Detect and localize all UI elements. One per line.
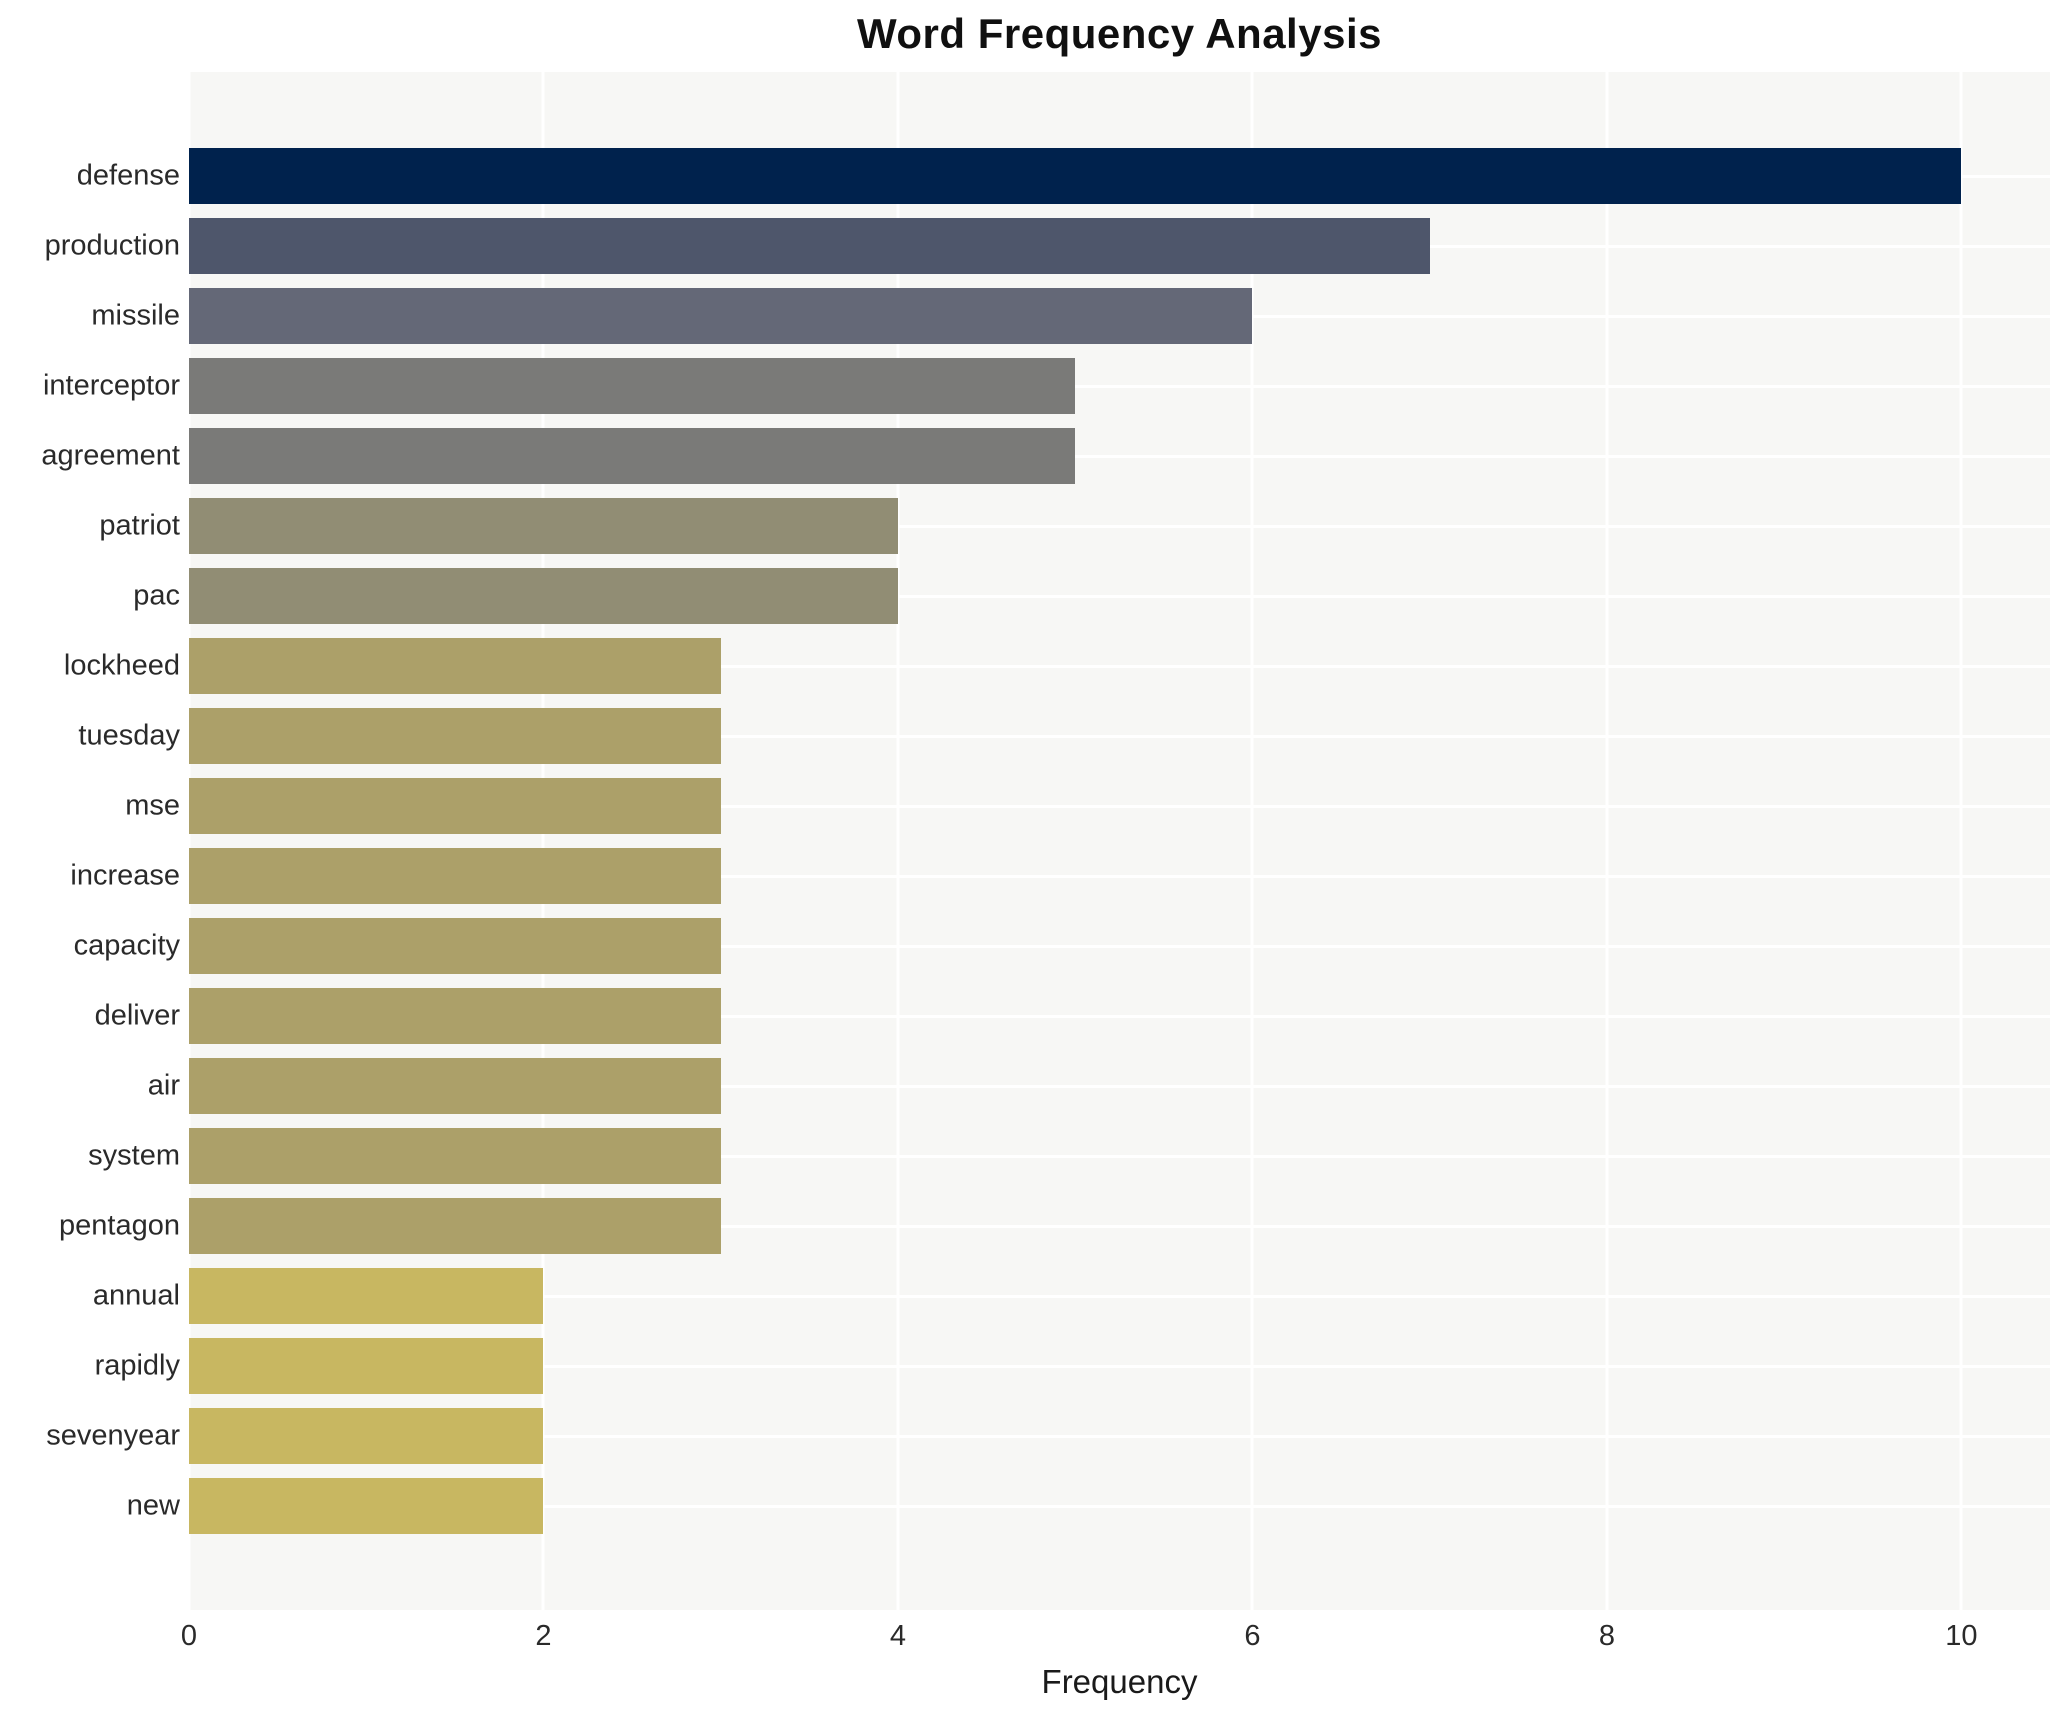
bar xyxy=(189,1058,721,1114)
x-tick-label: 0 xyxy=(180,1620,198,1652)
bar xyxy=(189,638,721,694)
plot-area: defense production missile interceptor agree… xyxy=(41,72,2050,1610)
bar xyxy=(189,1268,544,1324)
y-tick-label: agreement xyxy=(41,439,180,472)
bar-row: missile xyxy=(91,281,2050,351)
bar-row: new xyxy=(127,1471,2050,1541)
bar xyxy=(189,358,1076,414)
bar-row: deliver xyxy=(95,981,2050,1051)
bar-row: sevenyear xyxy=(46,1401,2050,1471)
bar-row: pac xyxy=(133,561,2050,631)
bar-row: interceptor xyxy=(43,351,2050,421)
y-tick-label: production xyxy=(44,229,180,262)
y-tick-label: air xyxy=(147,1069,180,1102)
y-tick-label: mse xyxy=(125,789,180,822)
x-tick-label: 2 xyxy=(535,1620,552,1652)
y-tick-label: capacity xyxy=(73,929,180,962)
bar xyxy=(189,918,721,974)
x-tick-label: 10 xyxy=(1945,1620,1978,1652)
bar xyxy=(189,708,721,764)
bar xyxy=(189,218,1430,274)
bar xyxy=(189,148,1962,204)
bar xyxy=(189,288,1253,344)
y-tick-label: new xyxy=(126,1489,180,1522)
bar-row: air xyxy=(148,1051,2050,1121)
x-tick-label: 6 xyxy=(1244,1620,1261,1652)
y-tick-label: interceptor xyxy=(42,369,180,402)
bar xyxy=(189,568,898,624)
x-gridline xyxy=(1959,72,1963,1610)
y-tick-label: missile xyxy=(91,299,180,332)
x-tick-label: 8 xyxy=(1598,1620,1615,1652)
bar-row: rapidly xyxy=(95,1331,2050,1401)
bar-row: system xyxy=(88,1121,2050,1191)
bar-row: tuesday xyxy=(78,701,2050,771)
y-tick-label: defense xyxy=(76,159,180,192)
bar-row: mse xyxy=(125,771,2050,841)
bar xyxy=(189,848,721,904)
y-tick-label: pac xyxy=(133,579,180,612)
chart-title: Word Frequency Analysis xyxy=(857,10,1382,57)
y-tick-label: rapidly xyxy=(94,1349,180,1382)
bar xyxy=(189,498,898,554)
bar-row: agreement xyxy=(41,421,2050,491)
y-tick-label: lockheed xyxy=(63,649,180,682)
y-tick-label: patriot xyxy=(99,509,180,542)
bar xyxy=(189,1408,544,1464)
y-tick-label: pentagon xyxy=(59,1209,180,1242)
x-gridline xyxy=(1250,72,1254,1610)
bar-row: patriot xyxy=(99,491,2050,561)
bar-row: pentagon xyxy=(59,1191,2050,1261)
bar xyxy=(189,1198,721,1254)
y-tick-label: sevenyear xyxy=(46,1419,180,1452)
x-gridline xyxy=(896,72,900,1610)
bar xyxy=(189,1338,544,1394)
y-tick-label: increase xyxy=(70,859,180,892)
bar-row: production xyxy=(45,211,2050,281)
bar-row: lockheed xyxy=(64,631,2050,701)
bar-row: capacity xyxy=(74,911,2050,981)
bar xyxy=(189,428,1076,484)
bar xyxy=(189,1128,721,1184)
bar xyxy=(189,778,721,834)
x-axis-label: Frequency xyxy=(1041,1663,1198,1700)
y-tick-label: tuesday xyxy=(78,719,180,752)
y-tick-label: system xyxy=(88,1139,180,1172)
x-tick-label: 4 xyxy=(889,1620,907,1652)
bar-rows: defense production missile interceptor agree… xyxy=(41,141,2050,1541)
bar xyxy=(189,988,721,1044)
x-gridline xyxy=(1605,72,1609,1610)
bar xyxy=(189,1478,544,1534)
bar-row: defense xyxy=(77,141,2050,211)
y-tick-label: annual xyxy=(92,1279,180,1312)
x-gridline xyxy=(187,72,191,1610)
bar-row: annual xyxy=(93,1261,2050,1331)
bar-row: increase xyxy=(70,841,2050,911)
x-gridline xyxy=(541,72,545,1610)
y-tick-label: deliver xyxy=(94,999,180,1032)
